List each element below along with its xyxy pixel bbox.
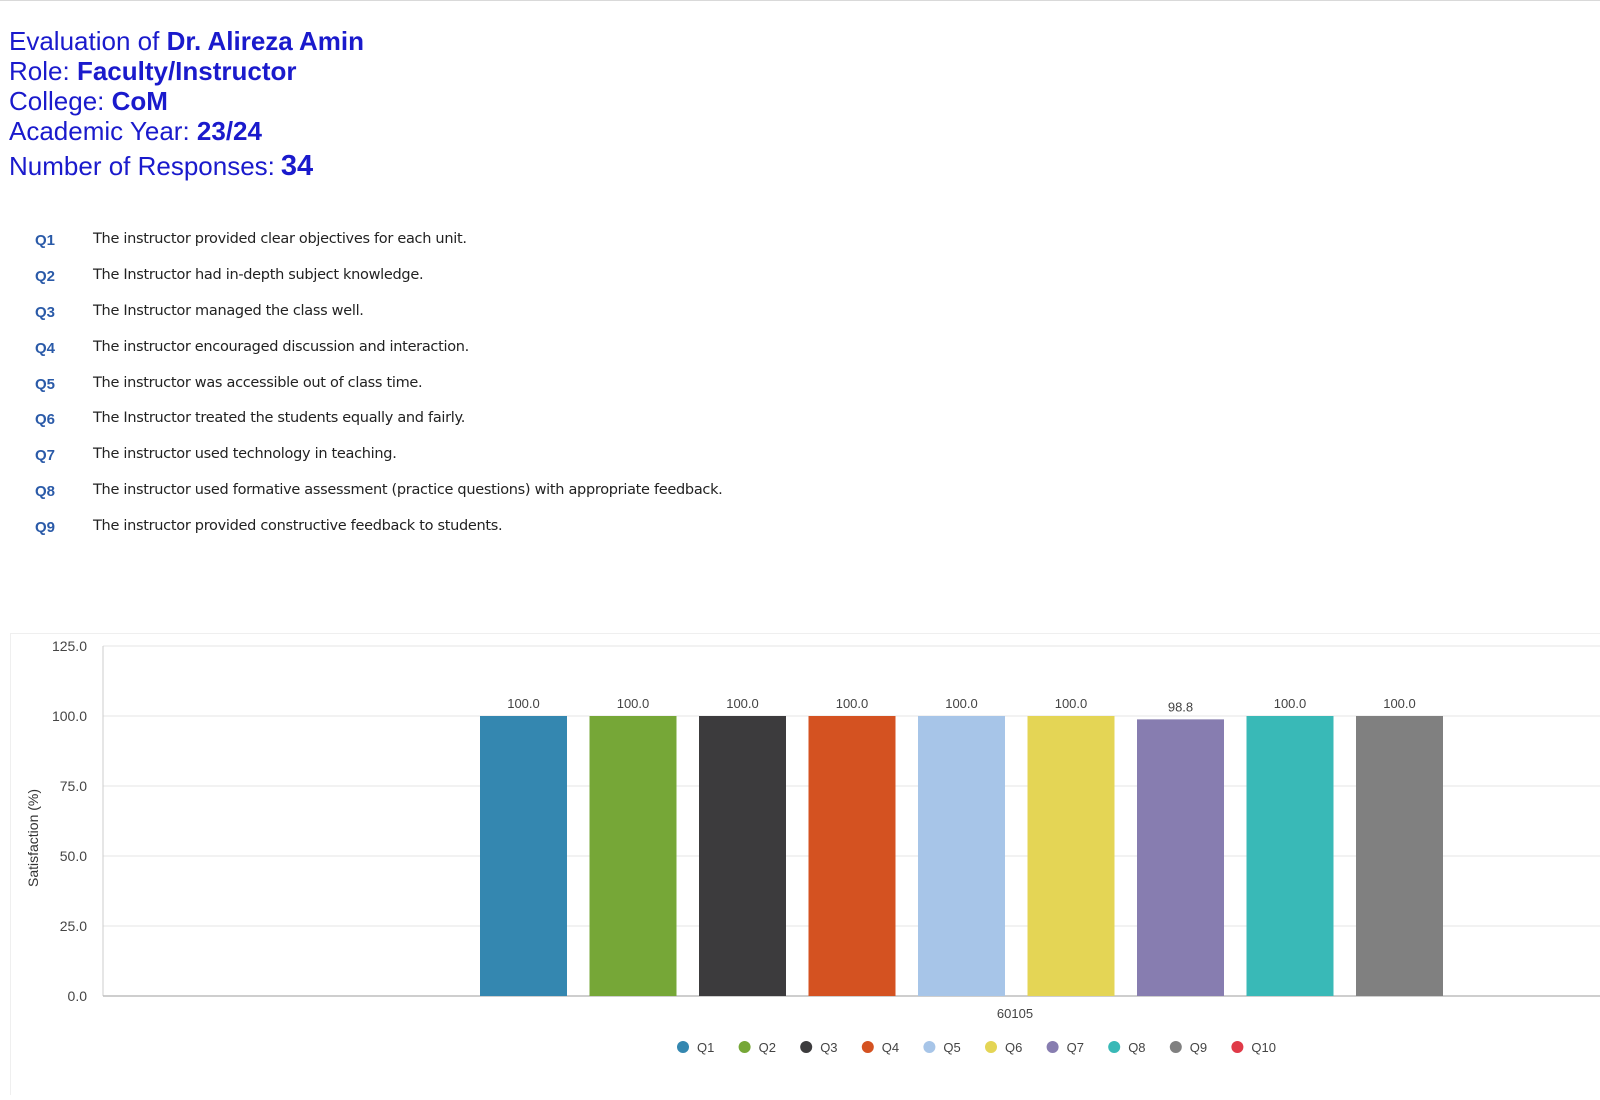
legend-label: Q2 [759,1040,776,1055]
chart-svg: 0.0 25.0 50.0 75.0 100.0 125.0 Satisfaction (%… [25,638,1600,1055]
evaluation-line: Evaluation of Dr. Alireza Amin [9,26,364,56]
question-row: Q7 The instructor used technology in tea… [35,444,723,480]
report-header: Evaluation of Dr. Alireza Amin Role: Fac… [9,26,364,181]
question-text: The instructor was accessible out of cla… [93,374,423,391]
college-line: College: CoM [9,86,364,116]
evaluation-name: Dr. Alireza Amin [166,26,365,56]
question-id: Q7 [35,447,56,465]
question-row: Q2 The Instructor had in-depth subject k… [35,265,723,301]
y-tick-label: 100.0 [52,708,87,724]
question-id: Q2 [35,267,56,285]
y-tick-label: 125.0 [52,638,87,654]
role-value: Faculty/Instructor [76,56,297,86]
question-row: Q5 The instructor was accessible out of … [35,373,723,409]
question-text: The Instructor treated the students equa… [93,410,466,427]
question-id: Q5 [35,375,56,393]
question-row: Q3 The Instructor managed the class well… [35,301,723,337]
question-id: Q9 [35,519,56,537]
legend-label: Q8 [1128,1040,1145,1055]
legend-marker-q4 [861,1041,874,1053]
top-divider [0,0,1600,1]
legend-marker-q9 [1169,1041,1182,1053]
question-id: Q4 [35,339,56,357]
bar-q5 [918,716,1005,996]
role-prefix: Role: [9,56,70,86]
question-text: The instructor provided constructive fee… [93,518,503,535]
legend-marker-q6 [985,1041,997,1053]
bar-q4 [808,716,896,996]
legend-marker-q1 [677,1041,689,1053]
legend-label: Q9 [1190,1040,1207,1055]
data-label: 100.0 [836,696,869,711]
legend-marker-q7 [1046,1041,1059,1053]
responses-prefix: Number of Responses: [9,151,275,181]
bar-q3 [699,716,786,996]
legend-label: Q10 [1251,1040,1276,1055]
question-row: Q1 The instructor provided clear objecti… [35,229,723,265]
data-label: 98.8 [1168,699,1193,714]
bar-q2 [589,716,677,996]
question-text: The instructor used formative assessment… [93,482,723,499]
question-text: The Instructor managed the class well. [93,302,364,319]
legend-marker-q3 [800,1041,813,1053]
x-category-label: 60105 [997,1006,1033,1021]
question-text: The Instructor had in-depth subject know… [93,266,424,283]
question-row: Q8 The instructor used formative assessm… [35,480,723,516]
satisfaction-chart: 0.0 25.0 50.0 75.0 100.0 125.0 Satisfaction (%… [10,633,1600,1095]
legend-label: Q1 [697,1040,714,1055]
question-id: Q6 [35,411,56,429]
legend-label: Q6 [1005,1040,1022,1055]
legend-marker-q5 [923,1041,936,1053]
academic-year-prefix: Academic Year: [9,116,190,146]
bar-q7 [1137,719,1224,996]
college-value: CoM [111,86,168,116]
academic-year-line: Academic Year: 23/24 [9,116,364,146]
bar-q6 [1027,716,1115,996]
data-label: 100.0 [1383,696,1416,711]
role-line: Role: Faculty/Instructor [9,56,364,86]
question-id: Q8 [35,483,56,501]
data-label: 100.0 [726,696,759,711]
bar-q1 [480,716,567,996]
legend-marker-q8 [1108,1041,1121,1053]
academic-year-value: 23/24 [196,116,262,146]
legend-marker-q2 [738,1041,751,1053]
data-label: 100.0 [507,696,540,711]
legend-label: Q3 [820,1040,837,1055]
data-label: 100.0 [945,696,978,711]
y-tick-label: 0.0 [68,988,88,1004]
question-row: Q4 The instructor encouraged discussion … [35,337,723,373]
y-tick-label: 50.0 [60,848,87,864]
responses-value: 34 [280,150,314,182]
data-label: 100.0 [1274,696,1307,711]
evaluation-prefix: Evaluation of [9,26,160,56]
question-list: Q1 The instructor provided clear objecti… [35,229,723,552]
question-row: Q9 The instructor provided constructive … [35,516,723,552]
legend-label: Q4 [882,1040,899,1055]
question-text: The instructor used technology in teachi… [93,446,397,463]
responses-line: Number of Responses: 34 [9,151,364,181]
data-label: 100.0 [617,696,650,711]
college-prefix: College: [9,86,105,116]
y-tick-label: 25.0 [60,918,87,934]
question-text: The instructor encouraged discussion and… [93,338,469,355]
bar-q9 [1356,716,1443,996]
question-text: The instructor provided clear objectives… [93,231,467,247]
legend-marker-q10 [1231,1041,1244,1053]
question-id: Q1 [35,232,56,249]
data-label: 100.0 [1055,696,1088,711]
y-axis-label: Satisfaction (%) [25,789,41,887]
question-id: Q3 [35,303,56,321]
legend-label: Q5 [943,1040,960,1055]
bar-q8 [1246,716,1334,996]
y-tick-label: 75.0 [60,778,87,794]
legend-label: Q7 [1067,1040,1084,1055]
question-row: Q6 The Instructor treated the students e… [35,408,723,444]
